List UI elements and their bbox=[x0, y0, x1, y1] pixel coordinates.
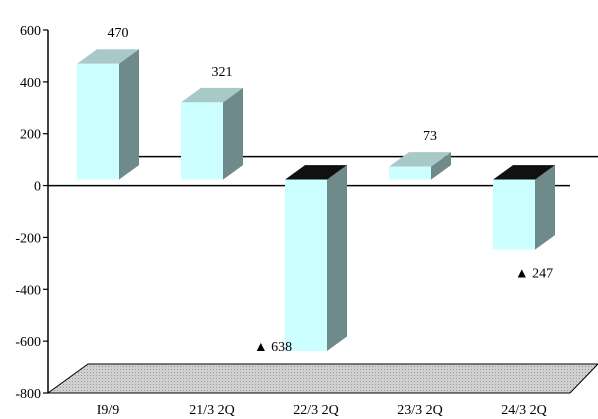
y-tick-label: -800 bbox=[15, 387, 41, 402]
y-tick-label: 0 bbox=[34, 180, 41, 195]
bar bbox=[493, 165, 555, 250]
data-label: ▲ 247 bbox=[515, 267, 553, 282]
bar-front bbox=[77, 63, 119, 180]
bar-front bbox=[285, 179, 327, 351]
bar-top bbox=[181, 87, 243, 103]
bar-top bbox=[493, 165, 555, 180]
bar bbox=[181, 87, 243, 180]
bar-top bbox=[77, 49, 139, 64]
data-label: 73 bbox=[423, 129, 437, 144]
bar-side bbox=[223, 87, 243, 180]
bar-side bbox=[535, 165, 555, 250]
bar-front bbox=[493, 179, 535, 250]
bar bbox=[285, 165, 347, 351]
bar-side bbox=[431, 152, 451, 180]
x-tick-label: 21/3 2Q bbox=[189, 403, 235, 418]
y-tick-label: 200 bbox=[20, 128, 41, 143]
bar bbox=[389, 152, 451, 180]
data-label: 321 bbox=[212, 65, 233, 80]
bar-front bbox=[389, 166, 431, 180]
data-label: ▲ 638 bbox=[254, 340, 292, 355]
x-tick-label: 24/3 2Q bbox=[501, 403, 547, 418]
y-tick-label: -400 bbox=[15, 283, 41, 298]
bar-side bbox=[327, 165, 347, 351]
y-tick-label: -600 bbox=[15, 335, 41, 350]
y-tick-label: 400 bbox=[20, 76, 41, 91]
bar bbox=[77, 49, 139, 180]
data-label: 470 bbox=[108, 26, 129, 41]
y-tick-label: 600 bbox=[20, 24, 41, 39]
y-tick-label: -200 bbox=[15, 231, 41, 246]
x-tick-label: 23/3 2Q bbox=[397, 403, 443, 418]
chart-floor bbox=[46, 363, 598, 394]
x-tick-label: 22/3 2Q bbox=[293, 403, 339, 418]
x-tick-label: I9/9 bbox=[97, 403, 120, 418]
bar-top bbox=[285, 165, 347, 180]
bar-front bbox=[181, 102, 223, 180]
bar-side bbox=[119, 49, 139, 180]
bar-top bbox=[389, 152, 451, 167]
